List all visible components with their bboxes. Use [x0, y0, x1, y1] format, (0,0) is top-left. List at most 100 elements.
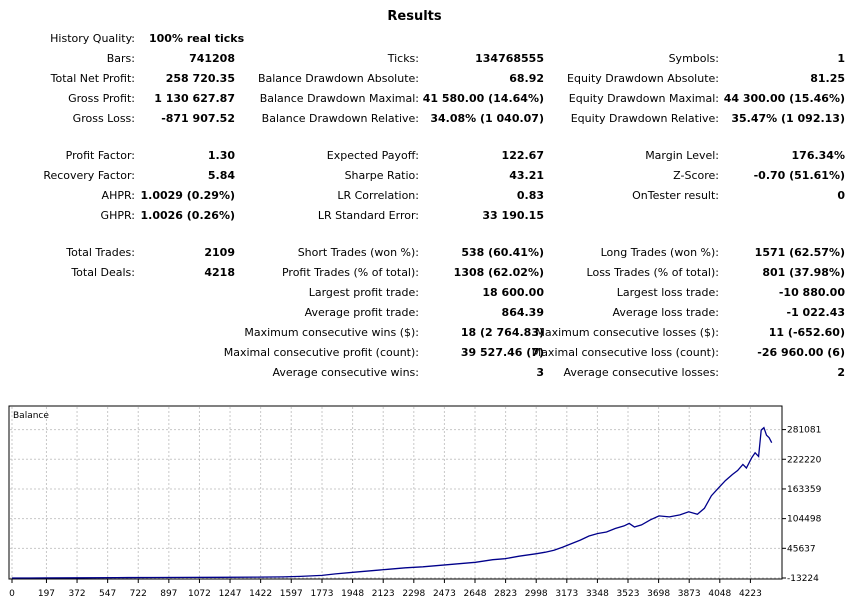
y-tick-label: 222220 — [787, 455, 822, 465]
x-tick-label: 1422 — [249, 589, 272, 599]
x-tick-label: 2298 — [402, 589, 425, 599]
stat-label: Ticks: — [387, 52, 419, 65]
stat-label: Balance Drawdown Relative: — [261, 112, 419, 125]
stat-value: 81.25 — [810, 72, 845, 85]
stat-label: Average loss trade: — [612, 306, 719, 319]
y-tick-label: 281081 — [787, 426, 821, 436]
stat-label: Largest loss trade: — [616, 286, 719, 299]
stat-value: 122.67 — [501, 149, 544, 162]
x-tick-label: 3523 — [617, 589, 640, 599]
stat-label: Profit Trades (% of total): — [281, 266, 419, 279]
stat-label: Gross Loss: — [72, 112, 135, 125]
x-tick-label: 2473 — [433, 589, 456, 599]
chart-plot-area — [8, 405, 783, 580]
x-tick-label: 3348 — [586, 589, 609, 599]
stat-value: 5.84 — [207, 169, 235, 182]
stat-label: Sharpe Ratio: — [344, 169, 419, 182]
stat-value: 35.47% (1 092.13) — [731, 112, 845, 125]
stat-value: 2 — [837, 366, 845, 379]
stat-value: 18 600.00 — [482, 286, 544, 299]
x-tick-label: 3698 — [647, 589, 670, 599]
history-quality-label: History Quality: — [50, 32, 135, 45]
stat-value: 68.92 — [509, 72, 544, 85]
stat-label: GHPR: — [100, 209, 135, 222]
x-tick-label: 4048 — [708, 589, 731, 599]
stat-label: Symbols: — [668, 52, 719, 65]
stat-label: Expected Payoff: — [326, 149, 419, 162]
balance-chart-svg: 0 197 372 547 722 897 1072 1247 1422 1597 1773 1948… — [8, 405, 822, 599]
x-tick-label: 1773 — [311, 589, 334, 599]
x-tick-label: 3873 — [678, 589, 701, 599]
stat-value: 18 (2 764.83) — [460, 326, 544, 339]
x-tick-label: 547 — [99, 589, 116, 599]
stat-value: 0.83 — [516, 189, 544, 202]
stat-value: 1.0026 (0.26%) — [140, 209, 236, 222]
stat-value: 0 — [837, 189, 845, 202]
results-title: Results — [387, 9, 442, 24]
stat-label: Total Trades: — [66, 246, 135, 259]
stat-label: Maximum consecutive losses ($): — [535, 326, 719, 339]
stat-value: 258 720.35 — [165, 72, 235, 85]
x-tick-label: 1948 — [341, 589, 364, 599]
stat-value: 3 — [536, 366, 544, 379]
stat-value: 2109 — [204, 246, 235, 259]
stat-value: 39 527.46 (7) — [460, 346, 544, 359]
stat-label: Gross Profit: — [68, 92, 135, 105]
stat-label: Maximal consecutive loss (count): — [531, 346, 719, 359]
stat-value: 1.30 — [207, 149, 235, 162]
stat-value: 43.21 — [509, 169, 544, 182]
stat-value: 538 (60.41%) — [461, 246, 544, 259]
stat-value: -26 960.00 (6) — [757, 346, 845, 359]
stat-label: Recovery Factor: — [43, 169, 135, 182]
stat-value: -10 880.00 — [778, 286, 845, 299]
stat-label: Balance Drawdown Absolute: — [257, 72, 419, 85]
stat-value: 1 130 627.87 — [154, 92, 235, 105]
x-tick-label: 2648 — [464, 589, 487, 599]
y-tick-label: 45637 — [787, 544, 816, 554]
stat-value: 34.08% (1 040.07) — [430, 112, 544, 125]
stat-value: 1308 (62.02%) — [453, 266, 544, 279]
stat-value: 33 190.15 — [482, 209, 544, 222]
stat-label: Average profit trade: — [304, 306, 419, 319]
stat-value: 1.0029 (0.29%) — [140, 189, 236, 202]
stat-label: Largest profit trade: — [308, 286, 419, 299]
x-tick-label: 897 — [160, 589, 177, 599]
stat-label: Bars: — [106, 52, 135, 65]
stat-label: LR Standard Error: — [317, 209, 419, 222]
stat-label: Average consecutive losses: — [563, 366, 719, 379]
stat-value: 4218 — [204, 266, 235, 279]
x-tick-label: 1247 — [219, 589, 242, 599]
balance-series-line — [12, 426, 773, 579]
stat-value: 801 (37.98%) — [762, 266, 845, 279]
stat-label: Total Deals: — [71, 266, 135, 279]
x-tick-label: 2823 — [494, 589, 517, 599]
stat-label: OnTester result: — [632, 189, 719, 202]
stat-value: 176.34% — [791, 149, 845, 162]
stat-label: AHPR: — [101, 189, 135, 202]
x-tick-label: 722 — [130, 589, 147, 599]
x-tick-label: 197 — [38, 589, 55, 599]
stat-label: Loss Trades (% of total): — [586, 266, 719, 279]
x-tick-label: 4223 — [739, 589, 762, 599]
stat-value: 741208 — [189, 52, 235, 65]
stat-label: Equity Drawdown Absolute: — [567, 72, 719, 85]
stat-label: Profit Factor: — [65, 149, 135, 162]
x-tick-label: 0 — [9, 589, 15, 599]
x-tick-label: 2998 — [525, 589, 548, 599]
chart-title: Balance — [13, 411, 49, 421]
y-tick-label: 104498 — [787, 515, 822, 525]
x-tick-label: 1597 — [280, 589, 303, 599]
stat-label: Equity Drawdown Relative: — [570, 112, 719, 125]
stat-label: LR Correlation: — [337, 189, 419, 202]
stat-value: 1 — [837, 52, 845, 65]
x-tick-label: 3173 — [555, 589, 578, 599]
stat-value: 1571 (62.57%) — [754, 246, 845, 259]
stat-value: 11 (-652.60) — [768, 326, 845, 339]
y-tick-label: 163359 — [787, 485, 822, 495]
stat-label: Long Trades (won %): — [600, 246, 719, 259]
stat-label: Short Trades (won %): — [297, 246, 419, 259]
stat-value: 41 580.00 (14.64%) — [422, 92, 544, 105]
stat-value: 134768555 — [475, 52, 544, 65]
stat-value: -1 022.43 — [786, 306, 846, 319]
stat-label: Average consecutive wins: — [272, 366, 419, 379]
